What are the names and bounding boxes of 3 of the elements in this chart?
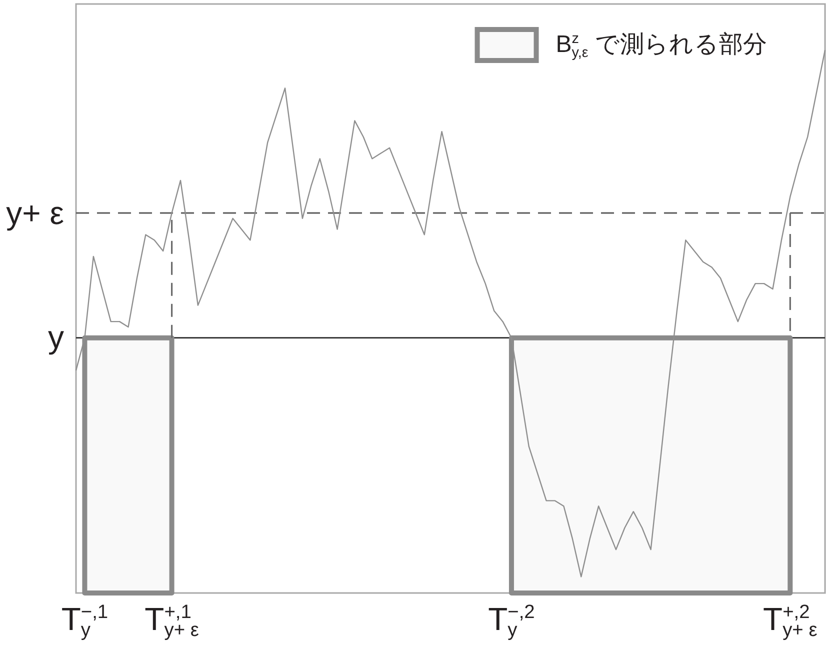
- legend-label: B$^{z}$$_{y,ε}$ で測られる部分: [556, 31, 767, 59]
- ref-line-label: y+ ε: [6, 194, 64, 232]
- ref-line-label: y: [48, 319, 64, 356]
